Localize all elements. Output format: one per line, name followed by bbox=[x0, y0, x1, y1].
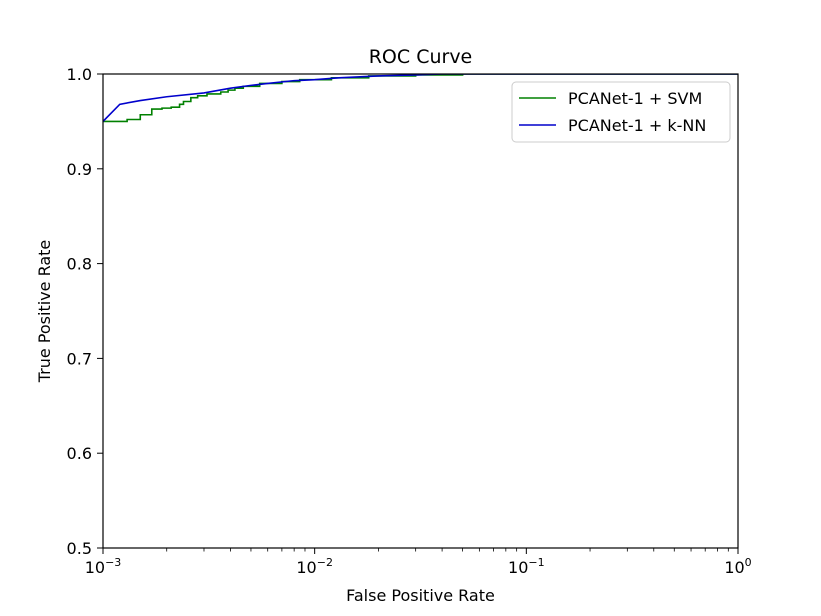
y-tick-label-5: 1.0 bbox=[67, 65, 92, 84]
y-tick-label-0: 0.5 bbox=[67, 539, 92, 558]
y-tick-label-1: 0.6 bbox=[67, 444, 92, 463]
x-axis-label: False Positive Rate bbox=[346, 586, 495, 605]
x-tick-label-1: 10−2 bbox=[296, 556, 333, 577]
legend: PCANet-1 + SVM PCANet-1 + k-NN bbox=[511, 81, 731, 143]
y-tick-label-4: 0.9 bbox=[67, 160, 92, 179]
legend-label-1: PCANet-1 + k-NN bbox=[568, 116, 706, 135]
series-layer bbox=[103, 74, 738, 123]
legend-label-0: PCANet-1 + SVM bbox=[568, 89, 702, 108]
chart-title: ROC Curve bbox=[369, 46, 473, 68]
plot-frame bbox=[102, 73, 739, 549]
x-axis: 10−3 10−2 10−1 100 bbox=[85, 548, 752, 577]
y-tick-label-2: 0.7 bbox=[67, 349, 92, 368]
series-line-1 bbox=[103, 74, 738, 122]
y-axis-label: True Positive Rate bbox=[35, 240, 54, 384]
x-tick-label-2: 10−1 bbox=[508, 556, 545, 577]
legend-box bbox=[511, 81, 731, 143]
y-axis: 0.5 0.6 0.7 0.8 0.9 1.0 bbox=[67, 65, 103, 558]
x-tick-label-0: 10−3 bbox=[85, 556, 122, 577]
x-tick-label-3: 100 bbox=[724, 556, 751, 577]
y-tick-label-3: 0.8 bbox=[67, 255, 92, 274]
